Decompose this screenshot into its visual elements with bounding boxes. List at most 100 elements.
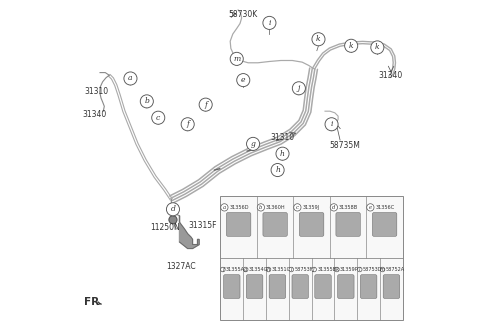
Text: 58753F: 58753F — [295, 267, 313, 272]
Circle shape — [140, 95, 153, 108]
Circle shape — [380, 267, 385, 272]
Text: e: e — [369, 205, 372, 210]
Text: 31360H: 31360H — [266, 205, 286, 210]
Text: 58735M: 58735M — [329, 141, 360, 150]
Text: 31358B: 31358B — [339, 205, 358, 210]
Text: l: l — [359, 267, 360, 272]
Text: 31359P: 31359P — [340, 267, 359, 272]
Text: h: h — [280, 150, 285, 158]
Text: 58730K: 58730K — [228, 10, 257, 19]
Circle shape — [266, 267, 271, 272]
Text: 11250N: 11250N — [150, 223, 180, 232]
FancyBboxPatch shape — [300, 213, 324, 236]
Circle shape — [237, 74, 250, 87]
Text: f: f — [222, 267, 224, 272]
Text: j: j — [313, 267, 315, 272]
Text: 31355A: 31355A — [226, 267, 245, 272]
Circle shape — [167, 203, 180, 216]
Text: a: a — [128, 75, 132, 82]
Text: 58753D: 58753D — [363, 267, 383, 272]
Circle shape — [330, 204, 337, 211]
Circle shape — [257, 204, 264, 211]
Circle shape — [169, 216, 177, 224]
Text: 31354G: 31354G — [249, 267, 268, 272]
Text: 31356D: 31356D — [229, 205, 249, 210]
FancyBboxPatch shape — [246, 275, 263, 299]
Text: j: j — [298, 84, 300, 92]
Text: 31356C: 31356C — [375, 205, 395, 210]
Circle shape — [276, 147, 289, 160]
Text: i: i — [268, 19, 271, 27]
Text: b: b — [144, 97, 149, 105]
Text: 31340: 31340 — [378, 71, 403, 80]
Circle shape — [221, 267, 225, 272]
Text: c: c — [296, 205, 299, 210]
Text: h: h — [275, 166, 280, 174]
Circle shape — [221, 204, 228, 211]
Circle shape — [292, 82, 305, 95]
Text: 31355B: 31355B — [317, 267, 336, 272]
Text: 31340: 31340 — [83, 110, 107, 119]
Text: e: e — [241, 76, 246, 84]
Text: 1327AC: 1327AC — [167, 262, 196, 271]
FancyBboxPatch shape — [337, 275, 354, 299]
Circle shape — [199, 98, 212, 111]
Circle shape — [263, 16, 276, 29]
Text: g: g — [244, 267, 247, 272]
Circle shape — [358, 267, 362, 272]
Text: 31315F: 31315F — [188, 221, 216, 230]
Circle shape — [371, 41, 384, 54]
Text: a: a — [223, 205, 226, 210]
Circle shape — [271, 164, 284, 177]
Text: b: b — [259, 205, 263, 210]
FancyBboxPatch shape — [269, 275, 286, 299]
Polygon shape — [180, 216, 199, 249]
Circle shape — [243, 267, 248, 272]
Circle shape — [325, 118, 338, 131]
Text: g: g — [251, 140, 255, 148]
Text: m: m — [380, 267, 385, 272]
Circle shape — [294, 204, 301, 211]
FancyBboxPatch shape — [263, 213, 288, 236]
FancyBboxPatch shape — [336, 213, 360, 236]
Text: 31310: 31310 — [270, 133, 295, 142]
Circle shape — [247, 137, 260, 150]
Text: c: c — [156, 114, 160, 122]
FancyBboxPatch shape — [360, 275, 377, 299]
Circle shape — [152, 111, 165, 124]
FancyBboxPatch shape — [383, 275, 400, 299]
Text: 31351C: 31351C — [272, 267, 291, 272]
Text: i: i — [290, 267, 292, 272]
FancyBboxPatch shape — [227, 213, 251, 236]
Text: f: f — [186, 120, 189, 128]
Text: m: m — [233, 55, 240, 63]
Text: k: k — [375, 43, 380, 51]
Text: f: f — [204, 101, 207, 109]
FancyBboxPatch shape — [220, 196, 403, 320]
Circle shape — [312, 33, 325, 46]
Circle shape — [181, 118, 194, 131]
Circle shape — [230, 52, 243, 65]
Circle shape — [312, 267, 316, 272]
Circle shape — [345, 39, 358, 52]
Text: k: k — [349, 42, 353, 50]
Text: h: h — [267, 267, 270, 272]
FancyBboxPatch shape — [315, 275, 331, 299]
FancyBboxPatch shape — [292, 275, 309, 299]
Text: k: k — [316, 35, 321, 43]
Text: d: d — [332, 205, 336, 210]
Text: d: d — [170, 205, 175, 213]
FancyBboxPatch shape — [224, 275, 240, 299]
Text: k: k — [336, 267, 338, 272]
Text: FR: FR — [84, 298, 99, 307]
Circle shape — [289, 267, 294, 272]
Circle shape — [335, 267, 339, 272]
FancyBboxPatch shape — [372, 213, 397, 236]
FancyArrowPatch shape — [97, 302, 101, 304]
Circle shape — [367, 204, 374, 211]
Text: 31310: 31310 — [84, 87, 108, 96]
Text: 58752A: 58752A — [386, 267, 405, 272]
Text: 31359J: 31359J — [302, 205, 320, 210]
Text: i: i — [330, 120, 333, 128]
Circle shape — [124, 72, 137, 85]
